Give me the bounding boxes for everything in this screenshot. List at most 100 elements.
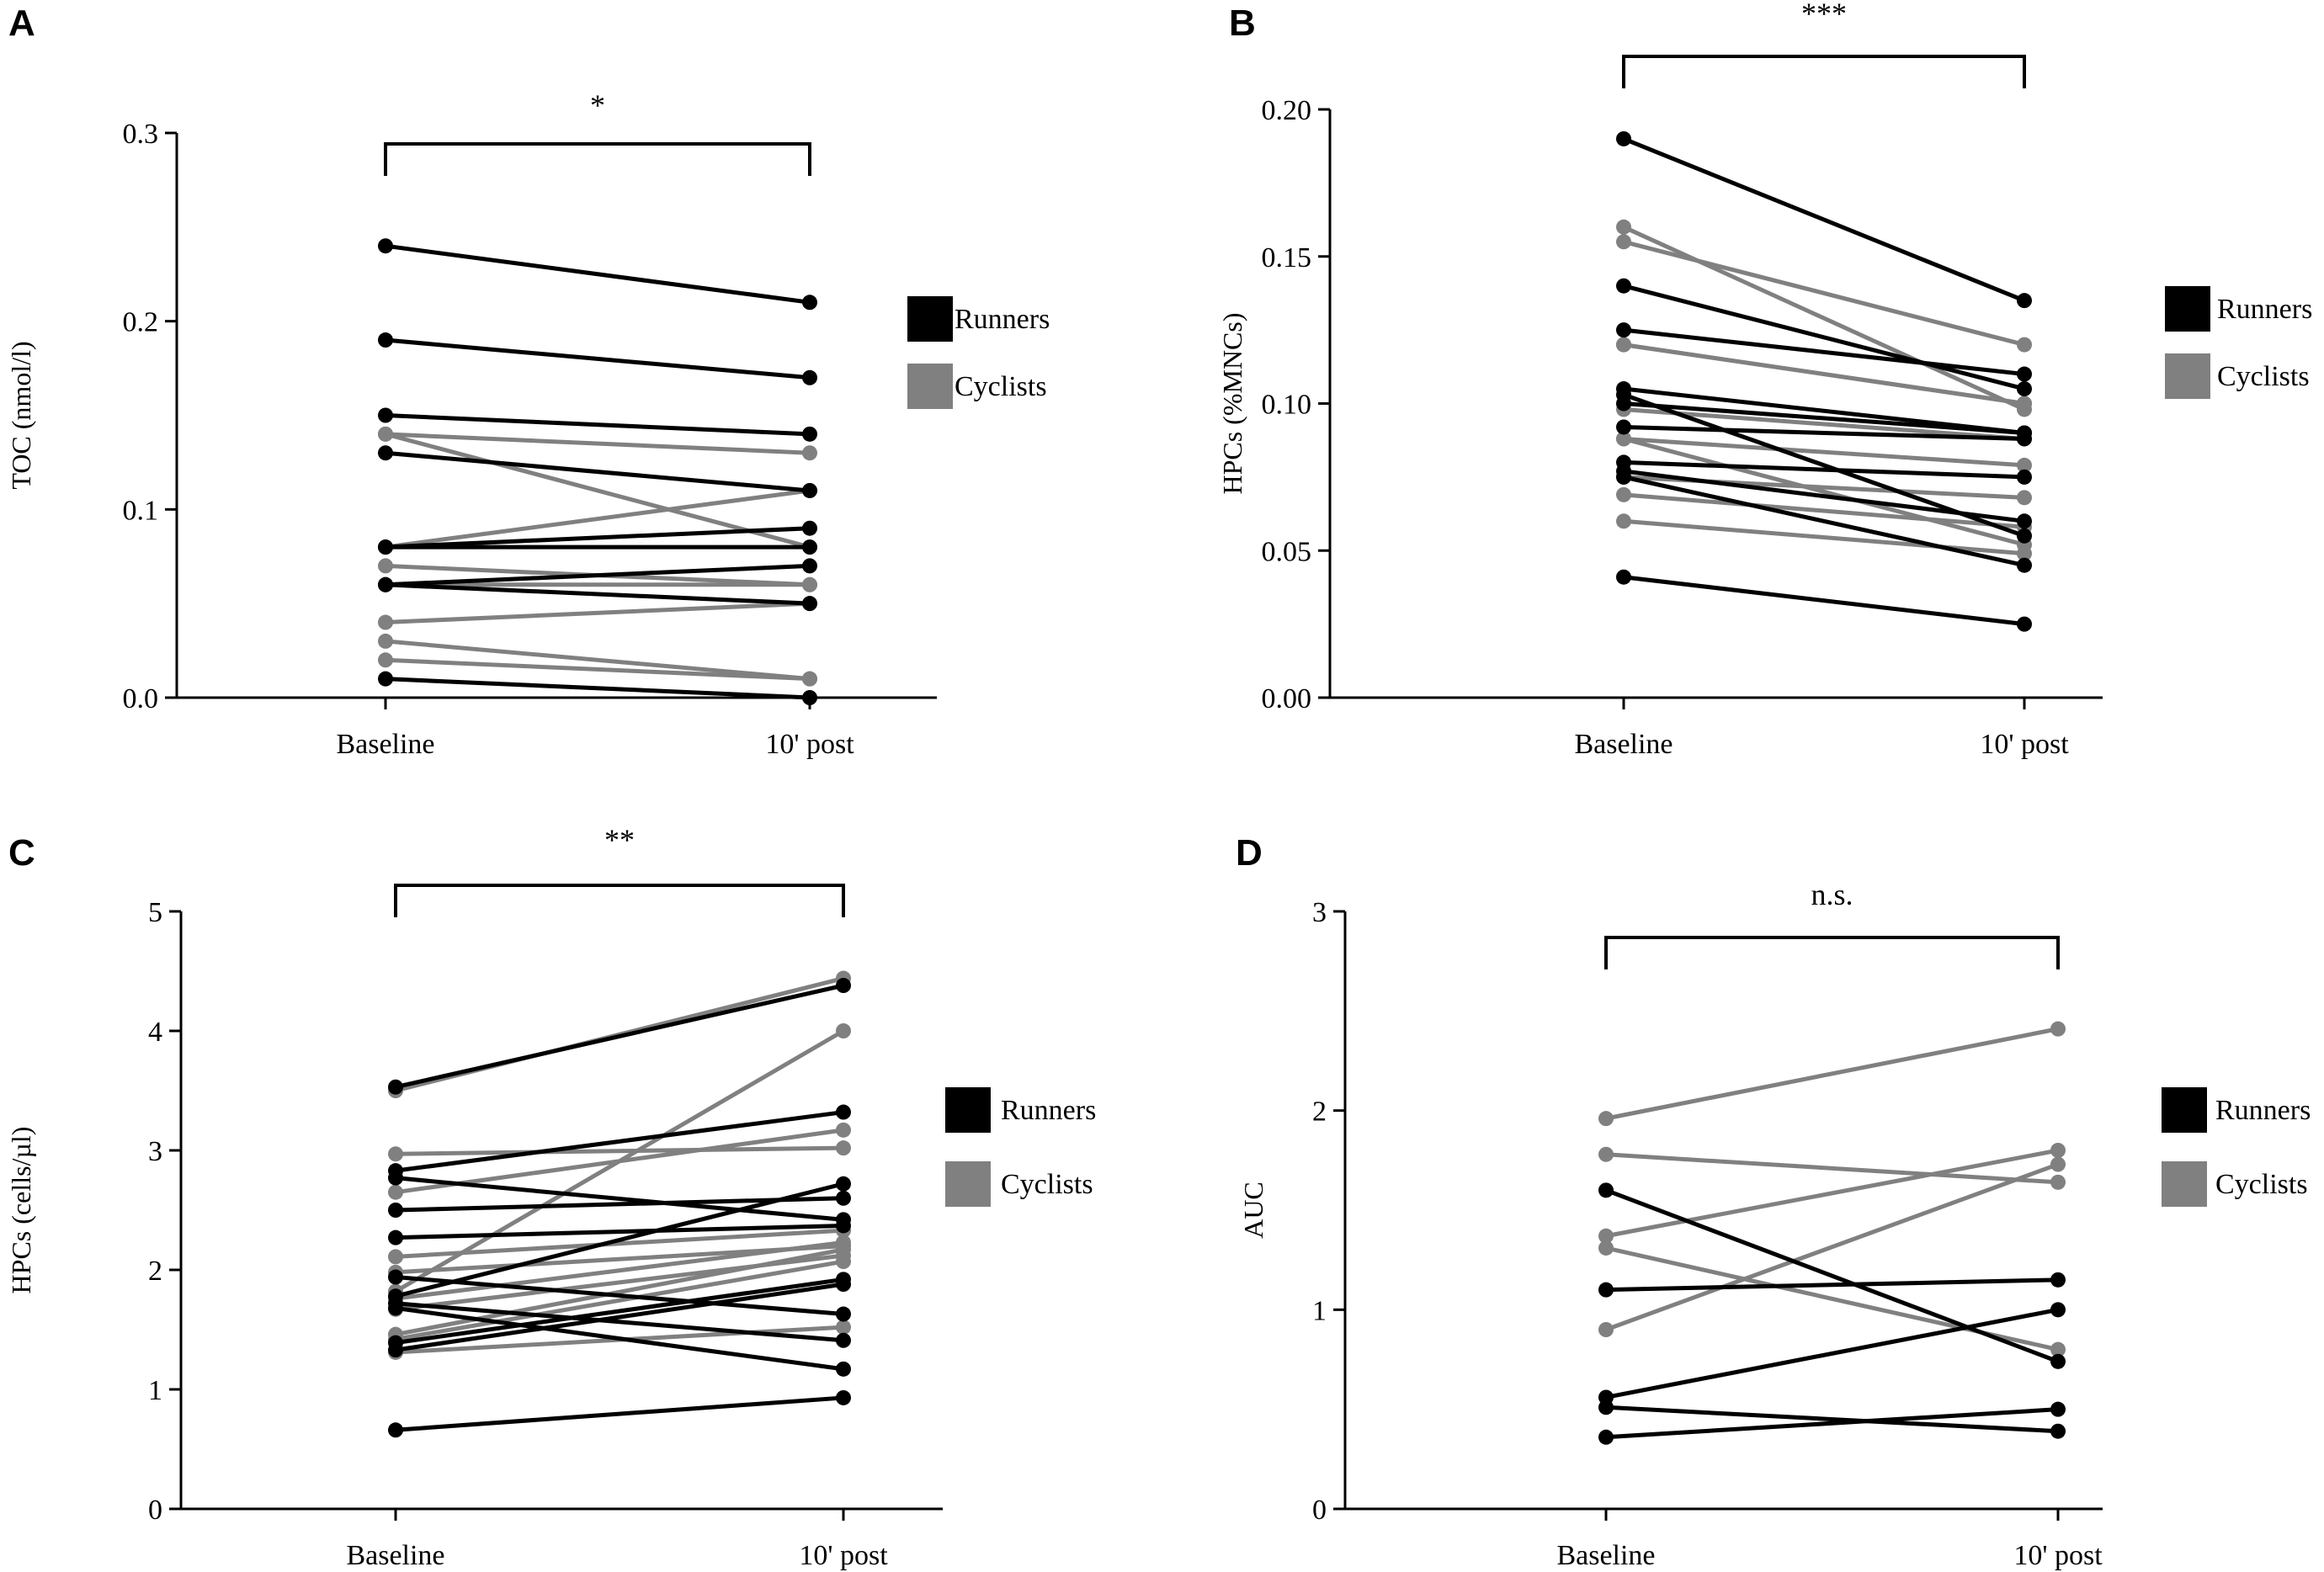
legend-label-runners: Runners	[2217, 294, 2312, 325]
series-cyclists	[1616, 219, 2032, 561]
y-tick-label: 3	[148, 1136, 162, 1167]
legend-swatch-runners	[945, 1087, 991, 1133]
data-point-post	[802, 426, 817, 442]
subject-line	[385, 657, 811, 682]
y-tick-label: 0.05	[1262, 536, 1312, 567]
data-point-post	[2017, 528, 2032, 544]
data-point-baseline	[1598, 1282, 1614, 1298]
data-point-baseline	[388, 1184, 403, 1200]
data-point-post	[2050, 1021, 2066, 1037]
data-point-post	[836, 1190, 851, 1206]
data-point-baseline	[1598, 1240, 1614, 1256]
data-point-post	[2017, 431, 2032, 447]
data-point-baseline	[378, 633, 393, 649]
data-point-baseline	[1616, 569, 1631, 585]
data-point-post	[836, 1277, 851, 1293]
x-tick-label: Baseline	[346, 1540, 444, 1571]
subject-line	[385, 432, 811, 455]
data-point-post	[2050, 1423, 2066, 1439]
data-point-post	[2017, 337, 2032, 353]
data-point-post	[836, 1254, 851, 1270]
significance-bracket	[384, 142, 811, 176]
data-point-baseline	[378, 426, 393, 442]
data-point-baseline	[378, 576, 393, 592]
series-cyclists	[378, 426, 817, 687]
significance-label: n.s.	[1811, 878, 1853, 911]
data-point-baseline	[378, 652, 393, 668]
data-point-post	[802, 596, 817, 612]
y-tick-label: 1	[148, 1375, 162, 1406]
y-tick-label: 0.10	[1262, 390, 1312, 421]
x-tick-label: Baseline	[1574, 729, 1673, 760]
legend: Runners Cyclists	[945, 1087, 1096, 1207]
data-point-post	[836, 1023, 851, 1038]
subject-line	[385, 563, 811, 587]
data-point-baseline	[1598, 1429, 1614, 1445]
data-point-post	[2017, 293, 2032, 309]
data-point-post	[836, 1218, 851, 1234]
y-tick-label: 0	[148, 1495, 162, 1526]
subject-line	[385, 526, 811, 550]
data-point-baseline	[388, 1300, 403, 1316]
subject-line	[385, 601, 811, 625]
subject-line	[1622, 225, 2026, 412]
panel-d: D 0 1 2 3 Baseline 10' post AUC n.s. Runners Cycli…	[1236, 832, 2311, 1571]
subject-line	[395, 1395, 844, 1432]
data-point-post	[2017, 469, 2032, 485]
subject-line	[395, 1182, 844, 1298]
data-point-baseline	[378, 407, 393, 423]
y-axis-title: AUC	[1238, 1182, 1268, 1239]
data-point-post	[802, 576, 817, 592]
subject-line	[395, 1277, 844, 1346]
data-point-baseline	[378, 671, 393, 687]
y-tick-label: 0.15	[1262, 242, 1312, 274]
subject-line	[395, 1305, 844, 1372]
subject-line	[1623, 469, 2025, 523]
legend-label-cyclists: Cyclists	[955, 371, 1047, 402]
subject-line	[395, 1223, 844, 1240]
data-point-post	[2017, 545, 2032, 561]
legend-swatch-cyclists	[2162, 1161, 2207, 1207]
series-runners	[378, 238, 817, 705]
data-point-post	[2017, 366, 2032, 382]
data-point-post	[2050, 1401, 2066, 1417]
data-point-baseline	[1598, 1322, 1614, 1337]
data-point-post	[2050, 1156, 2066, 1172]
y-tick-label: 2	[1312, 1097, 1327, 1128]
data-point-baseline	[1616, 130, 1631, 146]
data-point-post	[836, 1176, 851, 1192]
panel-letter: B	[1229, 3, 1256, 44]
data-point-post	[2050, 1341, 2066, 1357]
subject-line	[385, 677, 811, 700]
data-point-post	[836, 1122, 851, 1138]
subject-line	[395, 1282, 844, 1352]
data-point-baseline	[1616, 219, 1631, 235]
subject-line	[395, 1259, 844, 1341]
data-point-post	[802, 369, 817, 385]
subject-line	[1623, 437, 2025, 547]
y-tick-label: 0.0	[123, 683, 159, 714]
subject-line	[395, 1176, 844, 1222]
y-axis-title: HPCs (cells/µl)	[6, 1127, 36, 1294]
subject-line	[395, 1275, 844, 1317]
data-point-post	[2017, 490, 2032, 506]
data-point-baseline	[388, 1422, 403, 1438]
y-axis-title: TOC (nmol/l)	[6, 341, 36, 489]
data-point-post	[2017, 513, 2032, 529]
y-tick-label: 0.00	[1262, 683, 1312, 714]
data-point-post	[836, 1306, 851, 1322]
subject-line	[1623, 575, 2025, 627]
data-point-post	[836, 1361, 851, 1377]
y-tick-label: 5	[148, 897, 162, 928]
data-point-baseline	[1616, 431, 1631, 447]
legend-label-runners: Runners	[1001, 1095, 1096, 1126]
subject-line	[385, 639, 811, 682]
y-tick-label: 0.20	[1262, 95, 1312, 126]
x-tick-label: Baseline	[1556, 1540, 1655, 1571]
legend-swatch-runners	[2165, 286, 2210, 332]
subject-line	[1623, 518, 2025, 556]
series-runners	[1598, 1182, 2066, 1445]
data-point-post	[2050, 1353, 2066, 1369]
subject-line	[394, 1028, 845, 1293]
data-point-post	[2017, 557, 2032, 573]
